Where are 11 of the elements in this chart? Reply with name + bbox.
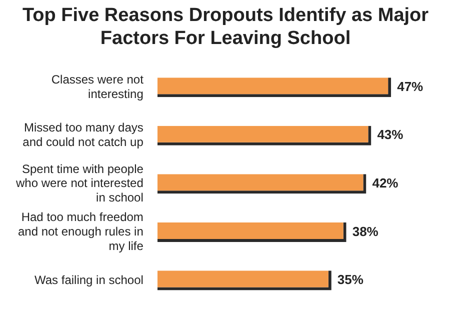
data-label: 42% <box>372 175 399 190</box>
chart-title: Top Five Reasons Dropouts Identify as Major Factors For Leaving School <box>21 4 430 50</box>
y-tick-label: Missed too many days and could not catch up <box>22 120 144 150</box>
data-label: 43% <box>377 127 404 142</box>
y-tick-label: Spent time with people who were not interested in school <box>15 162 144 205</box>
y-tick-label: Was failing in school <box>34 272 144 287</box>
data-label: 47% <box>397 78 424 94</box>
data-label: 35% <box>337 272 364 288</box>
y-tick-label: Had too much freedom and not enough rules in my life <box>18 210 144 253</box>
y-tick-label: Classes were not interesting <box>51 72 144 101</box>
data-label: 38% <box>352 224 379 239</box>
